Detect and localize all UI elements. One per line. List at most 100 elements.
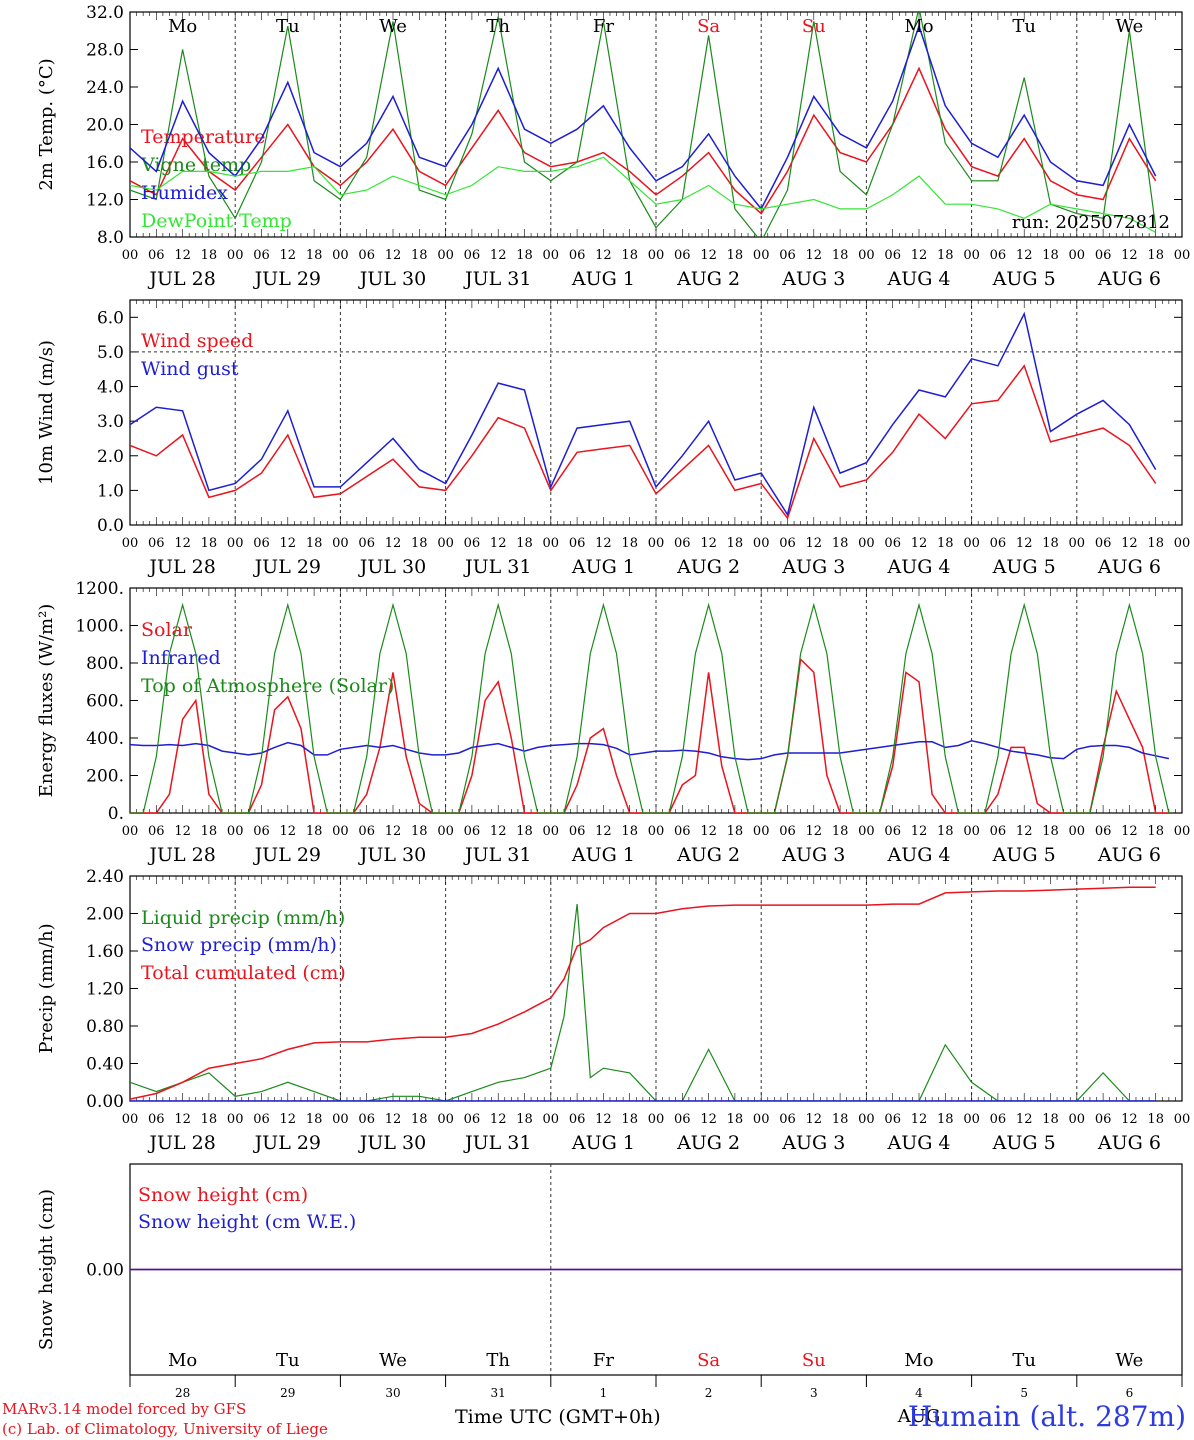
legend-entry: Temperature: [141, 126, 265, 148]
hour-tick-label: 12: [911, 824, 928, 839]
series-wind-speed: [130, 364, 1157, 520]
hour-tick-label: 18: [516, 248, 533, 263]
hour-tick-label: 18: [937, 248, 954, 263]
hour-tick-label: 18: [411, 1112, 428, 1127]
hour-tick-label: 06: [779, 1112, 796, 1127]
y-axis-label: Energy fluxes (W/m²): [36, 604, 57, 798]
y-tick-label: 800.: [86, 654, 124, 674]
hour-tick-label: 18: [201, 824, 218, 839]
hour-tick-label: 12: [385, 248, 402, 263]
legend-entry: Wind gust: [141, 358, 239, 380]
hour-tick-label: 12: [490, 536, 507, 551]
day-label: JUL 28: [147, 1132, 215, 1154]
chart-panel-3: 00 06 12 18 00 06 12 18 00 06 12 18 00 06 12 18 00 06 12 18…: [36, 579, 1190, 866]
y-tick-label: 5.0: [97, 343, 124, 363]
hour-tick-label: 06: [779, 248, 796, 263]
day-label: AUG 1: [571, 844, 635, 866]
day-label: AUG 6: [1097, 844, 1161, 866]
hour-tick-label: 06: [884, 536, 901, 551]
hour-tick-label: 18: [937, 824, 954, 839]
hour-tick-label: 06: [358, 824, 375, 839]
hour-tick-label: 18: [621, 824, 638, 839]
hour-tick-label: 12: [700, 536, 717, 551]
hour-tick-label: 12: [385, 536, 402, 551]
y-tick-label: 1.20: [86, 980, 124, 1000]
hour-tick-label: 00: [227, 824, 244, 839]
series-humidex: [130, 23, 1157, 211]
hour-tick-label: 06: [253, 824, 270, 839]
series-liquid-precip-mm-h-: [130, 904, 1156, 1101]
weekday-label: Tu: [1012, 16, 1036, 37]
day-label: AUG 3: [781, 556, 845, 578]
day-label: AUG 2: [676, 844, 740, 866]
hour-tick-label: 00: [122, 1112, 139, 1127]
hour-tick-label: 00: [437, 248, 454, 263]
hour-tick-label: 00: [122, 248, 139, 263]
hour-tick-label: 00: [227, 536, 244, 551]
day-label: JUL 29: [253, 268, 321, 290]
hour-tick-label: 00: [543, 824, 560, 839]
hour-tick-label: 18: [937, 1112, 954, 1127]
hour-tick-label: 00: [332, 248, 349, 263]
day-label: JUL 29: [253, 1132, 321, 1154]
chart-panel-1: 00 06 12 18 00 06 12 18 00 06 12 18 00 06 12 18 00 06 12 18…: [36, 3, 1190, 290]
hour-tick-label: 18: [411, 248, 428, 263]
hour-tick-label: 12: [174, 248, 191, 263]
weekday-label: Sa: [697, 1350, 720, 1371]
series-infrared: [130, 740, 1170, 761]
x-axis-title: Time UTC (GMT+0h): [455, 1406, 661, 1428]
hour-tick-label: 06: [464, 536, 481, 551]
y-tick-label: 2.0: [97, 447, 124, 467]
hour-tick-label: 12: [1121, 536, 1138, 551]
y-tick-label: 1000.: [75, 617, 124, 637]
hour-tick-label: 06: [884, 248, 901, 263]
hour-tick-label: 06: [253, 1112, 270, 1127]
day-label: AUG 3: [781, 844, 845, 866]
hour-tick-label: 00: [227, 248, 244, 263]
y-tick-label: 16.0: [86, 153, 124, 173]
hour-tick-label: 12: [280, 1112, 297, 1127]
hour-tick-label: 12: [595, 1112, 612, 1127]
weekday-label: Th: [486, 1350, 510, 1371]
day-number-label: 3: [810, 1386, 818, 1400]
day-number-label: 5: [1020, 1386, 1028, 1400]
y-tick-label: 1.60: [86, 942, 124, 962]
hour-tick-label: 00: [963, 824, 980, 839]
hour-tick-label: 12: [174, 1112, 191, 1127]
hour-tick-label: 18: [832, 248, 849, 263]
hour-tick-label: 12: [700, 248, 717, 263]
hour-tick-label: 12: [595, 248, 612, 263]
hour-tick-label: 18: [1042, 536, 1059, 551]
y-tick-label: 200.: [86, 767, 124, 787]
hour-tick-label: 18: [201, 1112, 218, 1127]
hour-tick-label: 00: [963, 248, 980, 263]
day-label: AUG 3: [781, 268, 845, 290]
hour-tick-label: 06: [884, 824, 901, 839]
hour-tick-label: 00: [332, 824, 349, 839]
hour-tick-label: 00: [332, 1112, 349, 1127]
hour-tick-label: 12: [806, 1112, 823, 1127]
legend-entry: Vigne temp: [140, 154, 251, 176]
legend-entry: Liquid precip (mm/h): [141, 907, 345, 929]
y-tick-label: 2.00: [86, 905, 124, 925]
hour-tick-label: 18: [621, 248, 638, 263]
hour-tick-label: 00: [858, 824, 875, 839]
day-label: JUL 29: [253, 844, 321, 866]
day-label: JUL 31: [463, 1132, 531, 1154]
y-tick-label: 8.0: [97, 228, 124, 248]
hour-tick-label: 18: [306, 536, 323, 551]
day-number-label: 4: [915, 1386, 923, 1400]
legend-entry: Solar: [141, 619, 193, 641]
hour-tick-label: 18: [832, 536, 849, 551]
hour-tick-label: 00: [858, 536, 875, 551]
hour-tick-label: 18: [1147, 1112, 1164, 1127]
series-wind-gust: [130, 311, 1157, 517]
hour-tick-label: 00: [122, 824, 139, 839]
hour-tick-label: 18: [727, 824, 744, 839]
hour-tick-label: 00: [122, 536, 139, 551]
hour-tick-label: 06: [779, 824, 796, 839]
hour-tick-label: 00: [648, 824, 665, 839]
weekday-label: Fr: [593, 16, 614, 37]
weekday-label: We: [1116, 1350, 1144, 1371]
hour-tick-label: 00: [543, 536, 560, 551]
